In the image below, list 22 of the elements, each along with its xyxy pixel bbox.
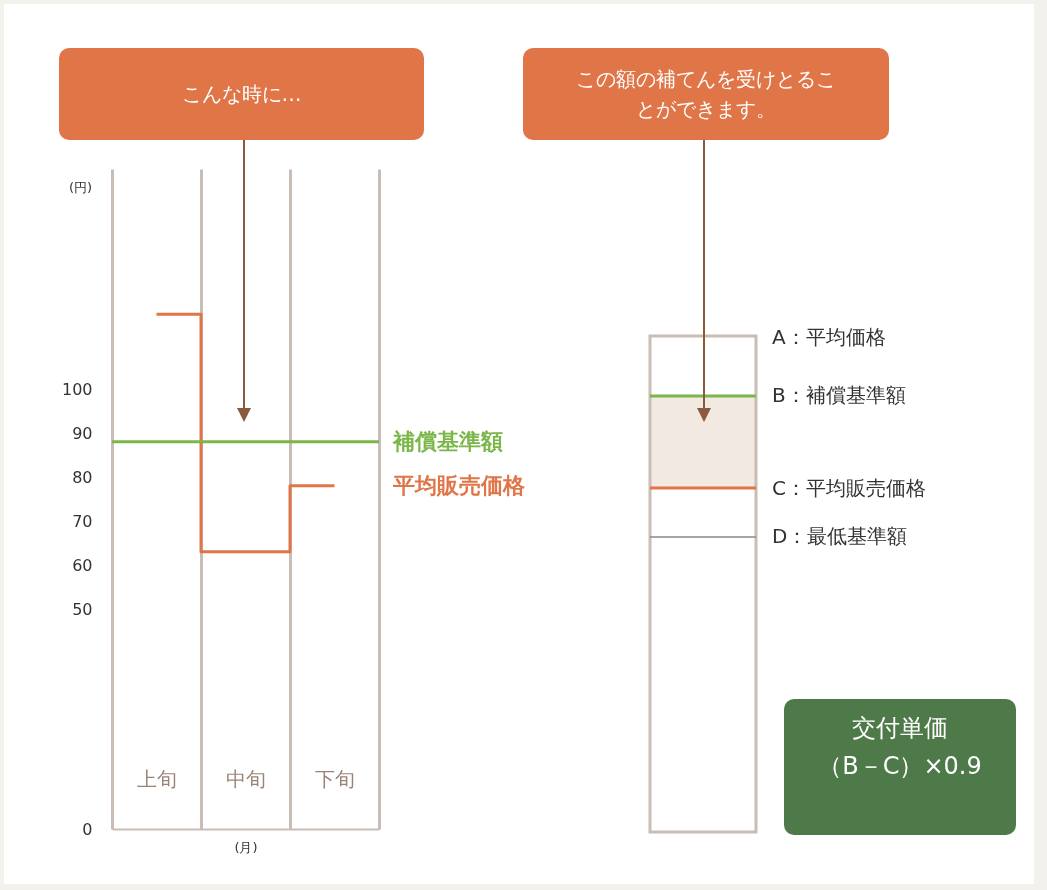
- y-axis-title: (円): [68, 179, 93, 195]
- text: （B－C）×0.9: [817, 751, 983, 783]
- x-tick-label: 下旬: [315, 766, 355, 791]
- x-tick-label: 上旬: [137, 766, 177, 791]
- text: 平均販売価格: [392, 472, 526, 498]
- text: C：平均販売価格: [772, 475, 926, 502]
- y-tick-label: 100: [61, 379, 93, 399]
- text: 交付単価: [851, 713, 949, 744]
- x-tick-label: 中旬: [226, 766, 266, 791]
- y-tick-label: 50: [72, 599, 93, 619]
- ref-line-label: 補償基準額: [392, 428, 503, 454]
- text: D：最低基準額: [772, 523, 908, 550]
- text: この額の補てんを受けとることができます。: [523, 48, 889, 140]
- text: こんな時に…: [59, 48, 424, 140]
- y-tick-label: 90: [72, 423, 93, 443]
- text: B：補償基準額: [772, 382, 906, 409]
- y-tick-label: 80: [72, 467, 93, 487]
- y-tick-label: 0: [82, 819, 93, 839]
- y-tick-label: 60: [72, 555, 93, 575]
- y-tick-label: 70: [72, 511, 93, 531]
- text: A：平均価格: [772, 324, 886, 351]
- x-axis-title: (月): [234, 839, 258, 855]
